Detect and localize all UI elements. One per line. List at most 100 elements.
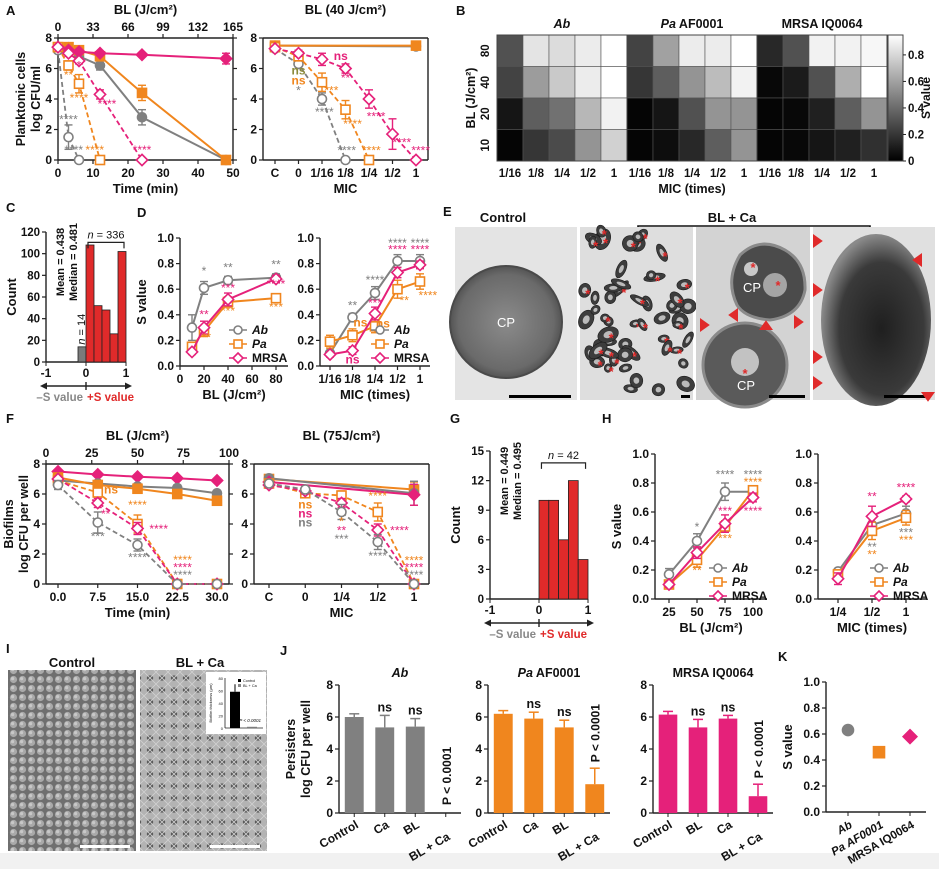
significance-label: ns <box>345 352 359 366</box>
data-point <box>746 490 760 505</box>
significance-label: **** <box>98 97 117 111</box>
asterisk-marker: * <box>655 273 661 288</box>
top-tick-label: 100 <box>219 446 239 460</box>
data-point <box>316 93 328 105</box>
significance-label: **** <box>405 554 424 568</box>
data-point <box>269 272 283 286</box>
data-point <box>831 571 845 586</box>
stats-label: Mean = 0.438 <box>55 228 67 296</box>
title-italic: Pa <box>518 666 533 680</box>
legend-label: Pa <box>394 337 409 351</box>
data-point <box>390 265 405 280</box>
inset-y-title: Biofilm thickness (μm) <box>208 683 213 723</box>
cell-core <box>599 228 604 234</box>
legend-label: MRSA <box>252 351 288 365</box>
y-tick-label: 0.8 <box>803 701 820 715</box>
label-control: Control <box>49 655 95 670</box>
heatmap-cell <box>756 129 784 162</box>
data-point <box>185 345 199 359</box>
heatmap-cell <box>574 129 602 162</box>
data-point <box>410 40 422 51</box>
significance-label: ** <box>348 299 358 313</box>
significance-label: ** <box>202 331 212 345</box>
x-tick-label: 1/4 <box>367 372 384 386</box>
significance-label: **** <box>128 498 147 512</box>
y-tick-label: 6 <box>33 487 40 501</box>
heatmap-y-title: BL (J/cm²) <box>464 68 478 129</box>
y-axis-title: log CFU per well <box>299 700 313 798</box>
y-tick-label: 6 <box>250 62 257 76</box>
histogram-bar <box>77 346 87 363</box>
heatmap-cell <box>652 129 680 162</box>
arrowhead-marker <box>813 350 823 364</box>
data-point <box>135 48 149 62</box>
x-tick-label: 50 <box>690 605 704 619</box>
heatmap-cell <box>600 66 628 99</box>
legend-marker <box>874 577 884 587</box>
y-tick-label: 0.4 <box>795 534 812 548</box>
y-tick-label: 0 <box>326 806 333 820</box>
y-tick-label: 0 <box>475 806 482 820</box>
cell-core <box>609 286 618 290</box>
x-tick-label: BL <box>684 817 705 837</box>
significance-label: *** <box>221 281 235 295</box>
data-point <box>93 87 107 102</box>
cell-core <box>648 273 654 278</box>
y-tick-label: 60 <box>27 292 40 304</box>
x-tick-label: Control <box>631 817 675 850</box>
data-point <box>324 336 336 347</box>
inset-y-tick-label: 0 <box>221 726 224 731</box>
data-point <box>363 154 375 166</box>
data-point <box>899 492 913 506</box>
asterisk-marker: * <box>636 320 642 335</box>
n-value: = 336 <box>97 229 125 241</box>
cell-core <box>661 337 667 341</box>
y-tick-label: 6 <box>45 62 52 76</box>
y-tick-label: 2 <box>45 123 52 137</box>
data-point <box>392 283 403 295</box>
heatmap-row-label: 80 <box>480 44 492 57</box>
heatmap-cell <box>678 129 706 162</box>
significance-label: **** <box>388 236 407 250</box>
data-point <box>263 478 275 489</box>
significance-label: **** <box>411 236 430 250</box>
heatmap-cell <box>548 34 576 67</box>
y-tick-label: 8 <box>640 678 647 692</box>
cell-core <box>664 344 670 352</box>
heatmap-cell <box>860 34 888 67</box>
significance-label: * <box>296 83 301 97</box>
data-point <box>90 496 105 510</box>
y-tick-label: 1.0 <box>297 231 314 245</box>
x-axis-title: MIC (times) <box>837 620 907 635</box>
x-tick-label: Control <box>466 817 510 850</box>
y-tick-label: 4 <box>326 742 333 756</box>
heatmap-cell <box>834 66 862 99</box>
x-tick-label: BL <box>401 817 422 837</box>
x-tick-label: -1 <box>485 603 496 617</box>
cell-core <box>626 239 634 247</box>
significance-label: **** <box>343 117 362 131</box>
data-point <box>385 127 400 141</box>
x-tick-label: 75 <box>718 605 732 619</box>
legend-marker <box>872 589 886 603</box>
significance-label: *** <box>718 504 732 518</box>
legend-marker <box>373 351 387 365</box>
top-tick-label: 0 <box>43 446 50 460</box>
x-tick-label: Ca <box>520 817 541 837</box>
x-tick-label: 22.5 <box>166 590 190 604</box>
heatmap-cell <box>782 66 810 99</box>
significance-label: *** <box>899 533 913 547</box>
asterisk-marker: * <box>667 344 673 359</box>
panel-label-D: D <box>137 205 146 220</box>
data-point <box>130 469 145 484</box>
significance-label: **** <box>393 135 412 149</box>
data-point <box>291 46 306 61</box>
data-point <box>345 343 360 358</box>
y-tick-label: 0.2 <box>803 779 820 793</box>
asterisk-marker: * <box>750 260 756 275</box>
n-value: = 42 <box>557 450 579 462</box>
top-tick-label: 0 <box>55 20 62 34</box>
y-tick-label: 4 <box>241 517 248 531</box>
